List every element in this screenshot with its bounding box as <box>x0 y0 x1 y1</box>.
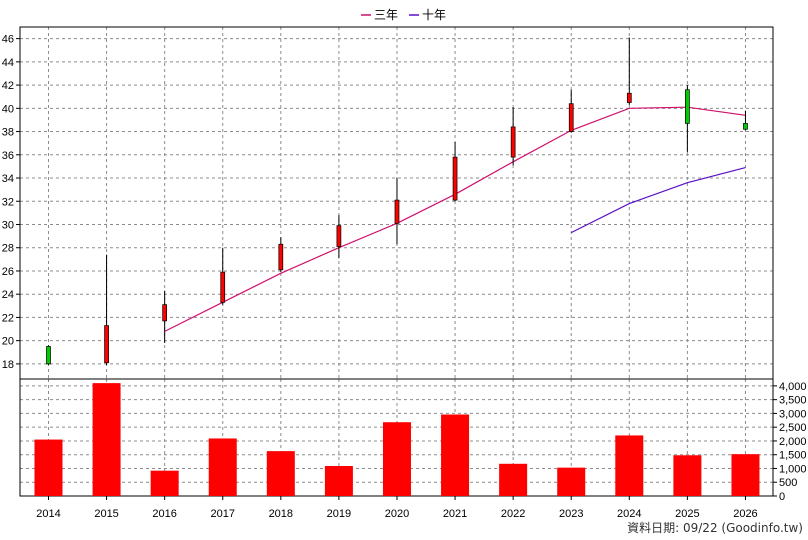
price-tick-label: 40 <box>2 103 14 115</box>
candle-body <box>394 199 400 224</box>
volume-bar-2020 <box>382 422 411 496</box>
footer-source: 資料日期: 09/22 (Goodinfo.tw) <box>627 521 803 535</box>
x-tick-label: 2021 <box>443 508 467 520</box>
candle-2019 <box>336 215 342 259</box>
candle-body <box>162 304 168 322</box>
x-tick-label: 2024 <box>617 508 641 520</box>
price-tick-label: 44 <box>2 57 14 69</box>
volume-bars <box>34 383 760 496</box>
candle-body <box>510 126 516 158</box>
volume-bar-2022 <box>499 463 528 496</box>
x-tick-label: 2025 <box>675 508 699 520</box>
candle-2014 <box>46 345 51 366</box>
candle-2020 <box>394 178 400 245</box>
volume-tick-label: 0 <box>779 491 785 503</box>
price-tick-label: 46 <box>2 34 14 46</box>
price-tick-label: 28 <box>2 243 14 255</box>
volume-tick-label: 500 <box>779 477 797 489</box>
candle-2026 <box>743 110 748 131</box>
volume-bar-2023 <box>557 467 586 496</box>
price-tick-label: 26 <box>2 266 14 278</box>
volume-bar-2026 <box>731 454 760 496</box>
price-tick-label: 34 <box>2 173 14 185</box>
x-tick-label: 2018 <box>269 508 293 520</box>
x-tick-label: 2022 <box>501 508 525 520</box>
candle-body <box>743 123 748 130</box>
volume-tick-label: 1,000 <box>779 463 807 475</box>
price-tick-label: 42 <box>2 80 14 92</box>
candle-2025 <box>685 85 690 153</box>
candle-2017 <box>220 247 226 305</box>
candle-body <box>336 225 342 247</box>
price-tick-label: 20 <box>2 336 14 348</box>
ma-line-1 <box>570 167 746 234</box>
volume-bar-2014 <box>34 439 63 496</box>
candle-2015 <box>104 254 109 366</box>
x-tick-label: 2023 <box>559 508 583 520</box>
candle-body <box>104 325 109 364</box>
volume-bar-2015 <box>92 383 121 496</box>
volume-tick-label: 1,500 <box>779 450 807 462</box>
x-tick-label: 2015 <box>94 508 118 520</box>
volume-bar-2017 <box>208 438 237 496</box>
volume-bar-2025 <box>673 455 702 496</box>
volume-bar-2021 <box>441 414 470 496</box>
legend-label-1: 十年 <box>422 8 446 22</box>
candle-body <box>626 92 632 103</box>
candle-body <box>278 243 284 271</box>
price-tick-label: 22 <box>2 312 14 324</box>
candle-2024 <box>626 37 632 105</box>
volume-tick-label: 3,000 <box>779 408 807 420</box>
candle-body <box>568 103 574 132</box>
x-tick-label: 2026 <box>733 508 757 520</box>
volume-tick-label: 4,000 <box>779 381 807 393</box>
volume-tick-label: 3,500 <box>779 395 807 407</box>
volume-tick-label: 2,500 <box>779 422 807 434</box>
candlesticks <box>46 37 748 366</box>
candle-2022 <box>510 107 516 166</box>
price-tick-label: 36 <box>2 150 14 162</box>
x-tick-label: 2020 <box>385 508 409 520</box>
price-tick-label: 30 <box>2 219 14 231</box>
legend-label-0: 三年 <box>374 8 398 22</box>
x-tick-label: 2014 <box>36 508 60 520</box>
price-tick-label: 18 <box>2 359 14 371</box>
x-tick-label: 2016 <box>152 508 176 520</box>
volume-bar-2016 <box>150 470 179 496</box>
candle-2023 <box>568 89 574 133</box>
x-axis: 2014 2015 2016 2017 2018 2019 2020 2021 2022 2023… <box>36 496 758 520</box>
candle-2018 <box>278 237 284 273</box>
volume-bar-2019 <box>324 465 353 496</box>
price-tick-label: 24 <box>2 289 14 301</box>
legend: 三年 十年 <box>361 8 446 22</box>
candle-body <box>452 156 458 201</box>
candle-body <box>220 271 226 303</box>
x-tick-label: 2017 <box>210 508 234 520</box>
volume-tick-label: 2,000 <box>779 436 807 448</box>
price-y-axis: 18 20 22 24 26 28 30 32 34 36 38 40 42 44 46 <box>2 34 20 371</box>
price-tick-label: 32 <box>2 196 14 208</box>
candle-body <box>46 346 51 365</box>
candle-2016 <box>162 290 168 343</box>
volume-bar-2018 <box>266 451 295 496</box>
candle-body <box>685 89 690 124</box>
x-tick-label: 2019 <box>327 508 351 520</box>
price-tick-label: 38 <box>2 127 14 139</box>
volume-bar-2024 <box>615 435 644 496</box>
candle-2021 <box>452 142 458 202</box>
